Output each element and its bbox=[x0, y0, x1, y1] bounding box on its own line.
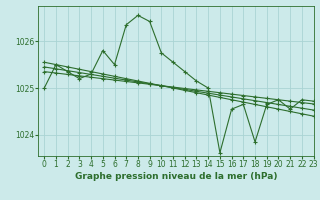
X-axis label: Graphe pression niveau de la mer (hPa): Graphe pression niveau de la mer (hPa) bbox=[75, 172, 277, 181]
